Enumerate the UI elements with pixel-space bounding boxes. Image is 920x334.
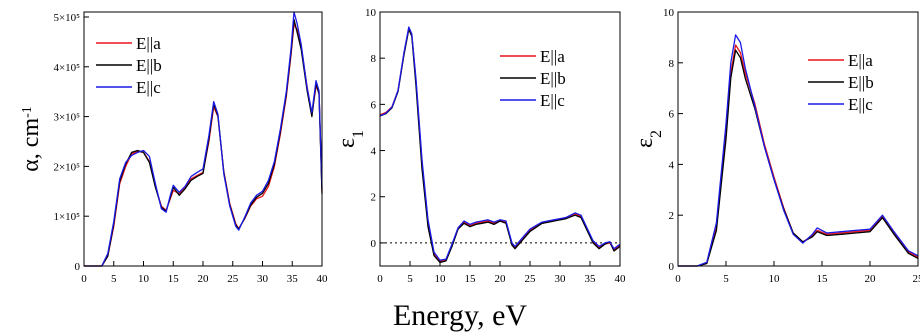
y-tick-label: 10 (663, 7, 675, 19)
x-tick-label: 5 (111, 273, 117, 285)
y-tick-label: 0 (75, 261, 81, 273)
legend-label-3: E||c (136, 78, 161, 97)
y-tick-label: 5×10⁵ (53, 12, 80, 24)
series-line-2 (84, 18, 323, 267)
x-tick-label: 10 (769, 273, 781, 285)
legend-label-1: E||a (136, 34, 161, 53)
x-tick-label: 35 (585, 273, 597, 285)
y-tick-label: 4 (669, 159, 675, 171)
x-tick-label: 40 (317, 273, 329, 285)
x-tick-label: 5 (723, 273, 729, 285)
y-tick-label: 6 (371, 99, 377, 111)
y-tick-label: 0 (371, 238, 377, 250)
series-line-3 (678, 34, 919, 267)
chart-panel-2: 0 5 10 15 20 25 30 35 40 0 2 4 6 8 10 ε1 E||a E||b E||c (334, 7, 626, 285)
series-line-1 (84, 23, 323, 267)
shared-x-axis-label: Energy, eV (393, 299, 527, 332)
y-tick-label: 10 (365, 7, 377, 19)
y-tick-label: 8 (371, 53, 377, 65)
y-tick-label: 4×10⁵ (53, 62, 80, 74)
x-tick-label: 0 (377, 273, 383, 285)
x-tick-label: 5 (407, 273, 413, 285)
legend-label-1: E||a (540, 47, 565, 66)
x-tick-label: 20 (495, 273, 507, 285)
y-tick-label: 0 (669, 261, 675, 273)
series-line-3 (379, 26, 621, 261)
series-line-3 (84, 11, 323, 267)
legend-label-2: E||b (848, 73, 874, 92)
chart-panel-1: 0 5 10 15 20 25 30 35 40 0 1×10⁵ 2×10⁵ 3×10⁵ 4×10⁵ 5×1… (18, 11, 329, 285)
x-tick-label: 20 (198, 273, 210, 285)
series-line-2 (379, 28, 621, 264)
x-tick-label: 30 (555, 273, 567, 285)
x-tick-label: 0 (81, 273, 87, 285)
x-tick-label: 10 (435, 273, 447, 285)
x-tick-label: 25 (227, 273, 239, 285)
y-tick-label: 4 (371, 146, 377, 158)
y-tick-label: 2×10⁵ (53, 161, 80, 173)
x-tick-label: 25 (525, 273, 537, 285)
legend: E||a E||b E||c (500, 47, 566, 110)
series-line-1 (379, 27, 621, 263)
plot-frame (379, 11, 621, 267)
y-tick-label: 2 (669, 210, 675, 222)
plot-frame (83, 11, 323, 267)
x-tick-label: 15 (168, 273, 180, 285)
chart-panel-3: 0 5 10 15 20 25 0 2 4 6 8 10 ε2 E||a E||b E||c (632, 7, 920, 285)
y-axis-label: ε2 (632, 130, 665, 148)
x-tick-label: 40 (615, 273, 627, 285)
legend: E||a E||b E||c (808, 51, 874, 114)
plot-frame (677, 11, 919, 267)
x-tick-label: 30 (257, 273, 269, 285)
legend-label-3: E||c (848, 95, 873, 114)
x-tick-label: 0 (675, 273, 681, 285)
x-tick-label: 20 (865, 273, 877, 285)
y-axis-label: α, cm-1 (18, 106, 44, 172)
y-tick-label: 3×10⁵ (53, 112, 80, 124)
legend-label-1: E||a (848, 51, 873, 70)
legend-label-2: E||b (136, 56, 162, 75)
legend: E||a E||b E||c (96, 34, 162, 97)
x-tick-label: 15 (817, 273, 829, 285)
y-tick-label: 1×10⁵ (53, 211, 80, 223)
y-tick-label: 2 (371, 192, 377, 204)
x-tick-label: 10 (138, 273, 150, 285)
y-axis-label: ε1 (334, 130, 367, 148)
y-tick-label: 8 (669, 58, 675, 70)
x-tick-label: 15 (465, 273, 477, 285)
x-tick-label: 35 (287, 273, 299, 285)
x-tick-label: 25 (913, 273, 920, 285)
legend-label-3: E||c (540, 91, 565, 110)
y-tick-label: 6 (669, 109, 675, 121)
legend-label-2: E||b (540, 69, 566, 88)
